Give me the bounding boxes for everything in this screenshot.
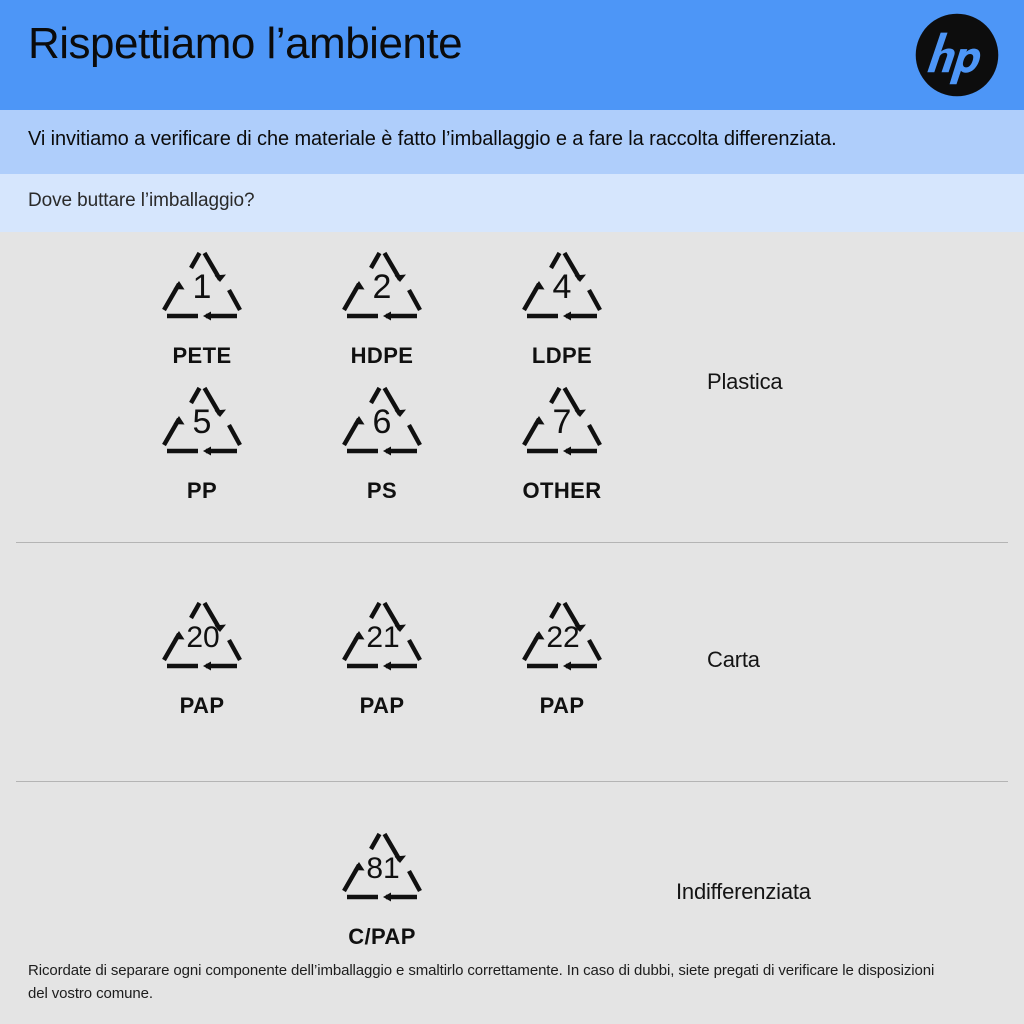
subtitle-text: Vi invitiamo a verificare di che materia… (28, 128, 837, 150)
recycle-triangle-icon: 4 (522, 251, 602, 321)
recycling-symbol-label: PAP (359, 693, 405, 718)
divider-carta-indifferenziata (16, 781, 1008, 782)
symbol-grid-plastica: 1 PETE (112, 244, 652, 502)
recycling-symbol-pete: 1 PETE (112, 244, 292, 367)
recycling-symbol-cpap-81: 81 C/PAP (292, 825, 472, 948)
recycling-code: 81 (366, 852, 399, 885)
question-band: Dove buttare l’imballaggio? (0, 174, 1024, 232)
recycling-code: 4 (553, 268, 572, 306)
symbol-row: 5 PP (112, 379, 652, 502)
recycling-symbol-ps: 6 PS (292, 379, 472, 502)
recycling-code: 6 (373, 403, 392, 441)
recycling-symbol-label: PAP (179, 693, 225, 718)
recycling-symbol-label: C/PAP (348, 924, 416, 949)
hp-logo-icon (915, 13, 999, 97)
recycling-symbol-label: OTHER (522, 478, 602, 503)
section-indifferenziata: 81 C/PAP Indifferenziata (0, 781, 1024, 971)
content-area: 1 PETE (0, 232, 1024, 1024)
recycling-symbol-pap-20: 20 PAP (112, 594, 292, 717)
category-label-carta: Carta (707, 647, 760, 672)
recycling-symbol-label: PS (366, 478, 398, 503)
symbol-grid-carta: 20 PAP (112, 594, 652, 717)
recycle-triangle-icon: 81 (342, 832, 422, 902)
recycling-symbol-other: 7 OTHER (472, 379, 652, 502)
recycle-triangle-icon: 20 (162, 601, 242, 671)
category-label-plastica: Plastica (707, 369, 783, 394)
divider-plastica-carta (16, 542, 1008, 543)
recycling-symbol-pap-22: 22 PAP (472, 594, 652, 717)
recycling-symbol-label: PETE (172, 343, 232, 368)
recycle-triangle-icon: 22 (522, 601, 602, 671)
recycle-triangle-icon: 7 (522, 386, 602, 456)
recycling-symbol-hdpe: 2 HDPE (292, 244, 472, 367)
recycle-triangle-icon: 2 (342, 251, 422, 321)
footer-note: Ricordate di separare ogni componente de… (28, 962, 935, 1002)
recycle-triangle-icon: 6 (342, 386, 422, 456)
recycle-triangle-icon: 21 (342, 601, 422, 671)
symbol-row: 20 PAP (112, 594, 652, 717)
recycling-symbol-label: PP (186, 478, 218, 503)
recycle-triangle-icon: 5 (162, 386, 242, 456)
section-carta: 20 PAP (0, 542, 1024, 781)
section-plastica: 1 PETE (0, 232, 1024, 542)
recycling-symbol-label: LDPE (531, 343, 593, 368)
recycling-code: 7 (553, 403, 572, 441)
recycling-symbol-label: PAP (539, 693, 585, 718)
header-band: Rispettiamo l’ambiente (0, 0, 1024, 110)
page-title: Rispettiamo l’ambiente (28, 19, 463, 68)
recycling-symbol-pap-21: 21 PAP (292, 594, 472, 717)
subtitle-band: Vi invitiamo a verificare di che materia… (0, 110, 1024, 174)
category-label-indifferenziata: Indifferenziata (676, 879, 811, 904)
recycling-code: 5 (193, 403, 212, 441)
recycling-code: 21 (366, 621, 399, 654)
recycling-symbol-pp: 5 PP (112, 379, 292, 502)
recycling-symbol-ldpe: 4 LDPE (472, 244, 652, 367)
question-text: Dove buttare l’imballaggio? (28, 190, 255, 211)
symbol-row: 1 PETE (112, 244, 652, 367)
recycling-code: 1 (193, 268, 212, 306)
recycling-symbol-label: HDPE (350, 343, 414, 368)
recycle-triangle-icon: 1 (162, 251, 242, 321)
recycling-code: 2 (373, 268, 392, 306)
recycling-code: 20 (186, 621, 219, 654)
recycling-code: 22 (546, 621, 579, 654)
